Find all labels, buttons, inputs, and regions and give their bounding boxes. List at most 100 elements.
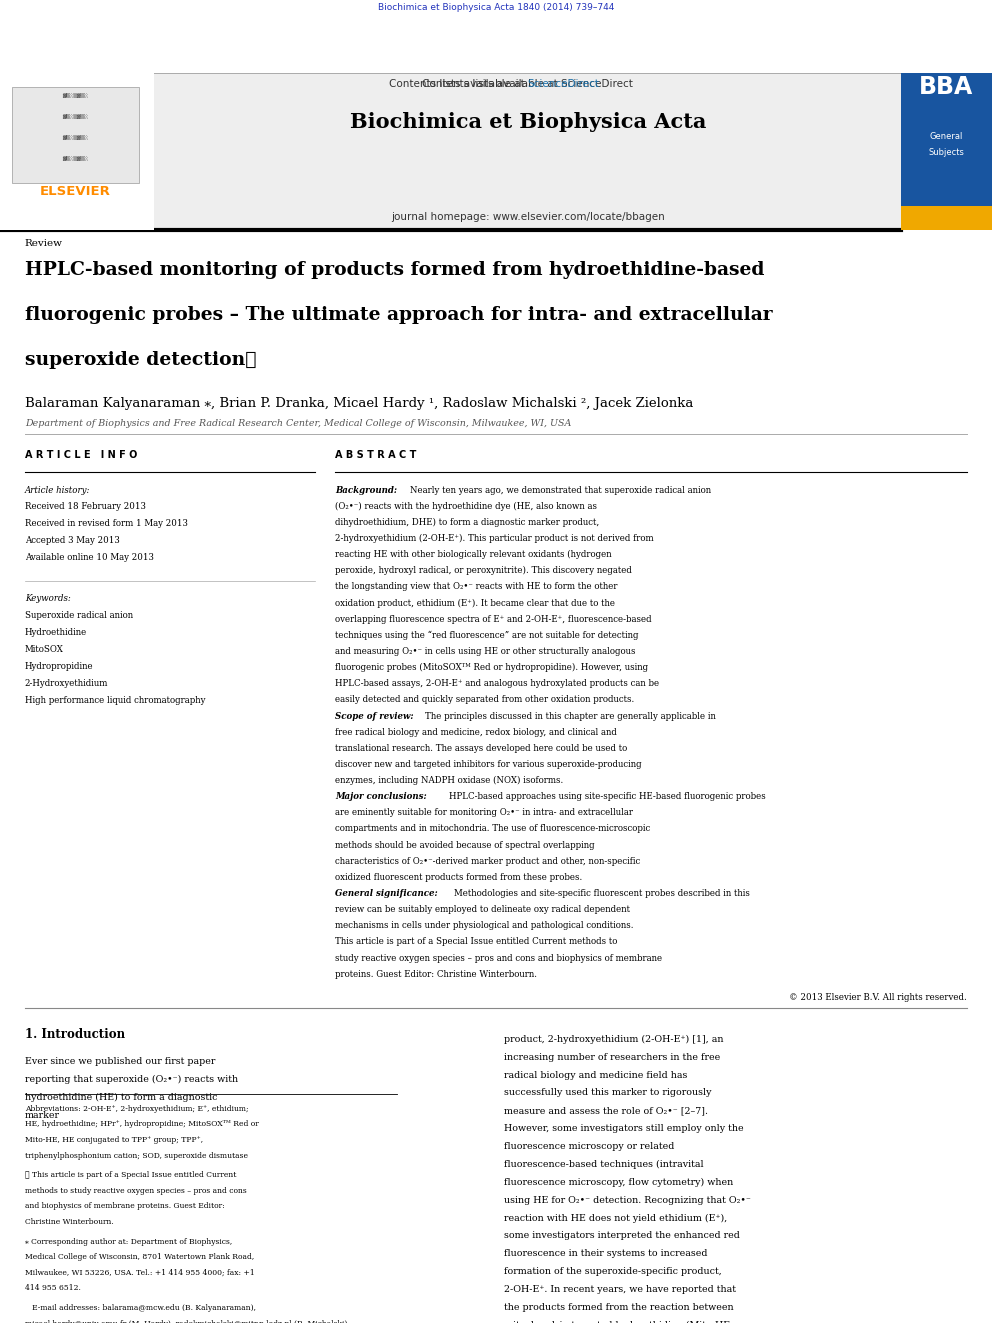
Text: superoxide detection☆: superoxide detection☆	[25, 351, 256, 369]
Text: ▓▒░▒▓▒░: ▓▒░▒▓▒░	[62, 156, 88, 161]
Text: methods should be avoided because of spectral overlapping: methods should be avoided because of spe…	[335, 840, 595, 849]
Text: Subjects: Subjects	[929, 148, 964, 157]
Text: hydroethidine (HE) to form a diagnostic: hydroethidine (HE) to form a diagnostic	[25, 1093, 217, 1102]
Text: E-mail addresses: balarama@mcw.edu (B. Kalyanaraman),: E-mail addresses: balarama@mcw.edu (B. K…	[25, 1304, 256, 1312]
Text: The principles discussed in this chapter are generally applicable in: The principles discussed in this chapter…	[425, 712, 715, 721]
Text: characteristics of O₂•⁻-derived marker product and other, non-specific: characteristics of O₂•⁻-derived marker p…	[335, 857, 641, 865]
Text: HPLC-based monitoring of products formed from hydroethidine-based: HPLC-based monitoring of products formed…	[25, 261, 764, 279]
Text: High performance liquid chromatography: High performance liquid chromatography	[25, 696, 205, 705]
Text: Abbreviations: 2-OH-E⁺, 2-hydroxyethidium; E⁺, ethidium;: Abbreviations: 2-OH-E⁺, 2-hydroxyethidiu…	[25, 1105, 248, 1113]
Text: Methodologies and site-specific fluorescent probes described in this: Methodologies and site-specific fluoresc…	[454, 889, 750, 898]
Text: fluorescence microscopy or related: fluorescence microscopy or related	[504, 1142, 675, 1151]
Text: Major conclusions:: Major conclusions:	[335, 792, 427, 802]
Text: translational research. The assays developed here could be used to: translational research. The assays devel…	[335, 744, 628, 753]
Text: 2-hydroxyethidium (2-OH-E⁺). This particular product is not derived from: 2-hydroxyethidium (2-OH-E⁺). This partic…	[335, 534, 654, 542]
Text: fluorogenic probes – The ultimate approach for intra- and extracellular: fluorogenic probes – The ultimate approa…	[25, 306, 773, 324]
Text: fluorescence in their systems to increased: fluorescence in their systems to increas…	[504, 1249, 707, 1258]
Text: methods to study reactive oxygen species – pros and cons: methods to study reactive oxygen species…	[25, 1187, 247, 1195]
Text: formation of the superoxide-specific product,: formation of the superoxide-specific pro…	[504, 1267, 722, 1277]
Bar	[901, 206, 992, 230]
Text: mechanisms in cells under physiological and pathological conditions.: mechanisms in cells under physiological …	[335, 921, 634, 930]
Text: mitochondria-targeted hydroethidine (Mito-HE or: mitochondria-targeted hydroethidine (Mit…	[504, 1320, 743, 1323]
Text: Balaraman Kalyanaraman ⁎, Brian P. Dranka, Micael Hardy ¹, Radoslaw Michalski ²,: Balaraman Kalyanaraman ⁎, Brian P. Drank…	[25, 397, 693, 410]
Text: HPLC-based assays, 2-OH-E⁺ and analogous hydroxylated products can be: HPLC-based assays, 2-OH-E⁺ and analogous…	[335, 679, 660, 688]
Text: (O₂•⁻) reacts with the hydroethidine dye (HE, also known as: (O₂•⁻) reacts with the hydroethidine dye…	[335, 501, 597, 511]
Text: successfully used this marker to rigorously: successfully used this marker to rigorou…	[504, 1089, 711, 1098]
Text: enzymes, including NADPH oxidase (NOX) isoforms.: enzymes, including NADPH oxidase (NOX) i…	[335, 777, 563, 785]
Text: Biochimica et Biophysica Acta 1840 (2014) 739–744: Biochimica et Biophysica Acta 1840 (2014…	[378, 3, 614, 12]
Text: Review: Review	[25, 239, 62, 249]
Text: marker: marker	[25, 1111, 60, 1121]
Text: oxidized fluorescent products formed from these probes.: oxidized fluorescent products formed fro…	[335, 873, 582, 882]
Text: Background:: Background:	[335, 486, 397, 495]
Text: fluorogenic probes (MitoSOXᵀᴹ Red or hydropropidine). However, using: fluorogenic probes (MitoSOXᵀᴹ Red or hyd…	[335, 663, 649, 672]
Text: BBA: BBA	[920, 75, 973, 99]
Text: fluorescence microscopy, flow cytometry) when: fluorescence microscopy, flow cytometry)…	[504, 1177, 733, 1187]
Text: Ever since we published our first paper: Ever since we published our first paper	[25, 1057, 215, 1066]
Text: 1. Introduction: 1. Introduction	[25, 1028, 125, 1041]
Text: However, some investigators still employ only the: However, some investigators still employ…	[504, 1125, 744, 1134]
Text: reporting that superoxide (O₂•⁻) reacts with: reporting that superoxide (O₂•⁻) reacts …	[25, 1076, 238, 1085]
Text: MitoSOX: MitoSOX	[25, 644, 63, 654]
Text: Biochimica et Biophysica Acta: Biochimica et Biophysica Acta	[349, 112, 706, 132]
Text: techniques using the “red fluorescence” are not suitable for detecting: techniques using the “red fluorescence” …	[335, 631, 639, 640]
Text: 414 955 6512.: 414 955 6512.	[25, 1285, 80, 1293]
Text: Superoxide radical anion: Superoxide radical anion	[25, 611, 133, 620]
Text: overlapping fluorescence spectra of E⁺ and 2-OH-E⁺, fluorescence-based: overlapping fluorescence spectra of E⁺ a…	[335, 615, 652, 623]
Text: and biophysics of membrane proteins. Guest Editor:: and biophysics of membrane proteins. Gue…	[25, 1203, 224, 1211]
Text: © 2013 Elsevier B.V. All rights reserved.: © 2013 Elsevier B.V. All rights reserved…	[790, 992, 967, 1002]
Text: Contents lists available at ScienceDirect: Contents lists available at ScienceDirec…	[423, 79, 633, 90]
Text: Received in revised form 1 May 2013: Received in revised form 1 May 2013	[25, 520, 187, 528]
Text: ▓▒░▒▓▒░: ▓▒░▒▓▒░	[62, 114, 88, 119]
Text: 2-OH-E⁺. In recent years, we have reported that: 2-OH-E⁺. In recent years, we have report…	[504, 1285, 736, 1294]
Text: review can be suitably employed to delineate oxy radical dependent: review can be suitably employed to delin…	[335, 905, 630, 914]
Text: discover new and targeted inhibitors for various superoxide-producing: discover new and targeted inhibitors for…	[335, 759, 642, 769]
Text: Keywords:: Keywords:	[25, 594, 70, 603]
Text: Department of Biophysics and Free Radical Research Center, Medical College of Wi: Department of Biophysics and Free Radica…	[25, 419, 571, 429]
Text: ELSEVIER: ELSEVIER	[40, 185, 111, 198]
Text: Milwaukee, WI 53226, USA. Tel.: +1 414 955 4000; fax: +1: Milwaukee, WI 53226, USA. Tel.: +1 414 9…	[25, 1269, 255, 1277]
Text: free radical biology and medicine, redox biology, and clinical and: free radical biology and medicine, redox…	[335, 728, 617, 737]
Text: HE, hydroethidine; HPr⁺, hydropropidine; MitoSOXᵀᴹ Red or: HE, hydroethidine; HPr⁺, hydropropidine;…	[25, 1121, 259, 1129]
Text: A B S T R A C T: A B S T R A C T	[335, 450, 417, 460]
Text: Received 18 February 2013: Received 18 February 2013	[25, 503, 146, 512]
Text: the longstanding view that O₂•⁻ reacts with HE to form the other: the longstanding view that O₂•⁻ reacts w…	[335, 582, 618, 591]
Text: Accepted 3 May 2013: Accepted 3 May 2013	[25, 536, 120, 545]
Text: General: General	[930, 132, 963, 142]
Text: peroxide, hydroxyl radical, or peroxynitrite). This discovery negated: peroxide, hydroxyl radical, or peroxynit…	[335, 566, 632, 576]
Text: Christine Winterbourn.: Christine Winterbourn.	[25, 1218, 113, 1226]
Text: Hydropropidine: Hydropropidine	[25, 662, 93, 671]
Text: ▓▒░▒▓▒░: ▓▒░▒▓▒░	[62, 93, 88, 98]
Text: measure and assess the role of O₂•⁻ [2–7].: measure and assess the role of O₂•⁻ [2–7…	[504, 1106, 708, 1115]
Text: HPLC-based approaches using site-specific HE-based fluorogenic probes: HPLC-based approaches using site-specifi…	[449, 792, 766, 802]
Text: are eminently suitable for monitoring O₂•⁻ in intra- and extracellular: are eminently suitable for monitoring O₂…	[335, 808, 633, 818]
Text: Nearly ten years ago, we demonstrated that superoxide radical anion: Nearly ten years ago, we demonstrated th…	[410, 486, 711, 495]
Text: Hydroethidine: Hydroethidine	[25, 628, 87, 636]
Text: dihydroethidium, DHE) to form a diagnostic marker product,: dihydroethidium, DHE) to form a diagnost…	[335, 517, 599, 527]
Text: reacting HE with other biologically relevant oxidants (hydrogen: reacting HE with other biologically rele…	[335, 550, 612, 560]
Text: A R T I C L E   I N F O: A R T I C L E I N F O	[25, 450, 137, 460]
Text: General significance:: General significance:	[335, 889, 437, 898]
Text: reaction with HE does not yield ethidium (E⁺),: reaction with HE does not yield ethidium…	[504, 1213, 727, 1222]
Text: micael.hardy@univ-amu.fr (M. Hardy), radekmichalski@mitr.p.lodz.pl (R. Michalski: micael.hardy@univ-amu.fr (M. Hardy), rad…	[25, 1319, 349, 1323]
Bar	[12, 87, 139, 183]
Text: study reactive oxygen species – pros and cons and biophysics of membrane: study reactive oxygen species – pros and…	[335, 954, 663, 963]
Text: oxidation product, ethidium (E⁺). It became clear that due to the: oxidation product, ethidium (E⁺). It bec…	[335, 598, 615, 607]
Text: Medical College of Wisconsin, 8701 Watertown Plank Road,: Medical College of Wisconsin, 8701 Water…	[25, 1253, 254, 1261]
Text: some investigators interpreted the enhanced red: some investigators interpreted the enhan…	[504, 1232, 740, 1241]
Text: proteins. Guest Editor: Christine Winterbourn.: proteins. Guest Editor: Christine Winter…	[335, 970, 538, 979]
Bar	[0, 73, 154, 230]
Text: fluorescence-based techniques (intravital: fluorescence-based techniques (intravita…	[504, 1160, 703, 1170]
Text: compartments and in mitochondria. The use of fluorescence-microscopic: compartments and in mitochondria. The us…	[335, 824, 651, 833]
Text: increasing number of researchers in the free: increasing number of researchers in the …	[504, 1053, 720, 1062]
Text: triphenylphosphonium cation; SOD, superoxide dismutase: triphenylphosphonium cation; SOD, supero…	[25, 1151, 248, 1159]
Text: ⁎ Corresponding author at: Department of Biophysics,: ⁎ Corresponding author at: Department of…	[25, 1237, 232, 1245]
Text: This article is part of a Special Issue entitled Current methods to: This article is part of a Special Issue …	[335, 938, 618, 946]
Text: ▓▒░▒▓▒░: ▓▒░▒▓▒░	[62, 135, 88, 140]
Bar	[154, 73, 901, 230]
Text: easily detected and quickly separated from other oxidation products.: easily detected and quickly separated fr…	[335, 696, 635, 704]
Text: 2-Hydroxyethidium: 2-Hydroxyethidium	[25, 679, 108, 688]
Text: Available online 10 May 2013: Available online 10 May 2013	[25, 553, 154, 562]
Text: Scope of review:: Scope of review:	[335, 712, 414, 721]
Text: using HE for O₂•⁻ detection. Recognizing that O₂•⁻: using HE for O₂•⁻ detection. Recognizing…	[504, 1196, 751, 1205]
